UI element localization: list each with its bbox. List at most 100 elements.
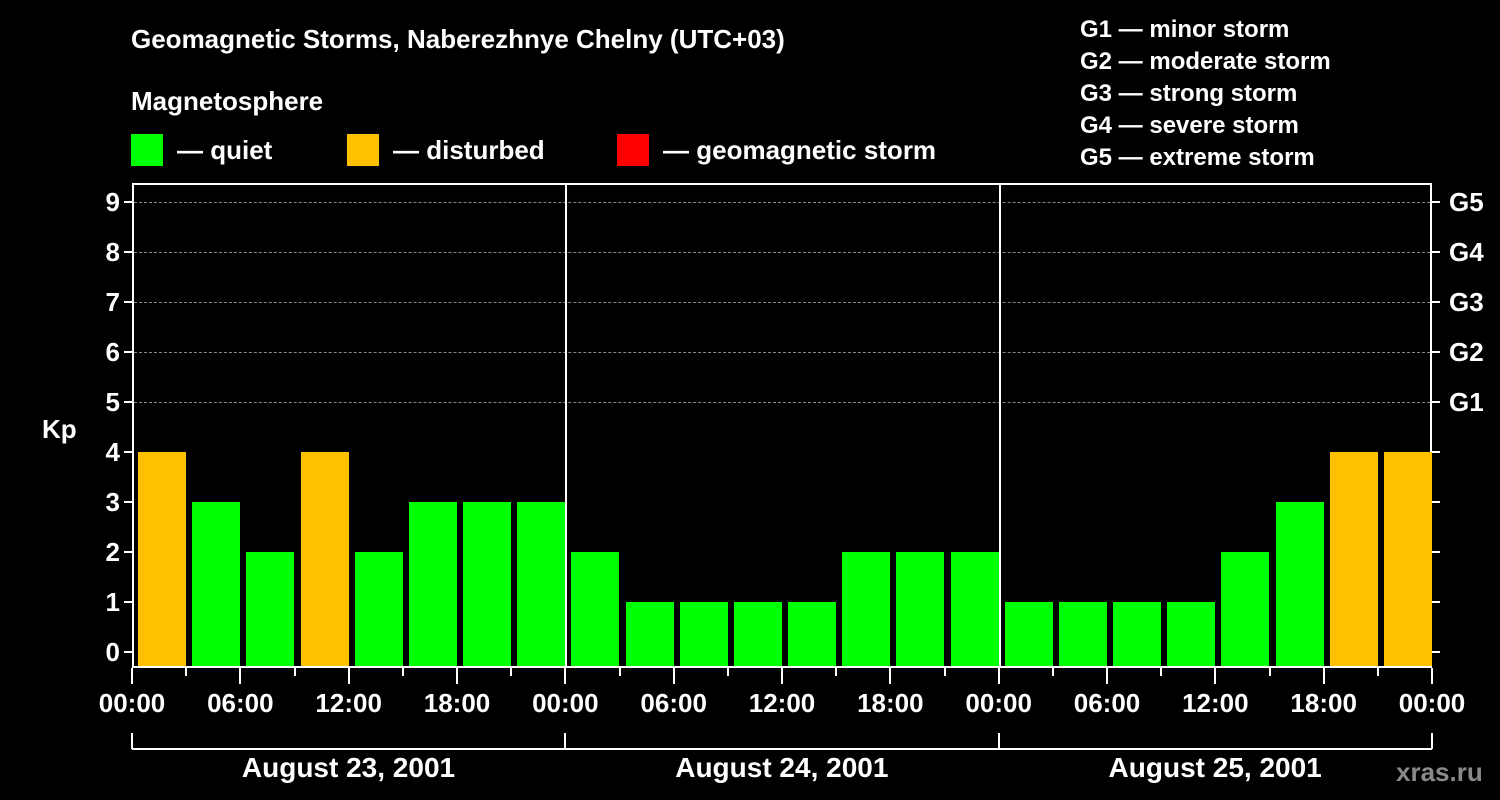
x-tick-label: 06:00 — [1073, 688, 1141, 718]
kp-bar — [1113, 602, 1162, 666]
x-tick-label: 12:00 — [1182, 688, 1249, 718]
day-bracket-tick — [564, 733, 567, 749]
legend-disturbed: — disturbed — [347, 134, 545, 166]
g-level-label: G4 — [1449, 237, 1484, 267]
y-tick-label: 5 — [105, 387, 120, 417]
legend-label-disturbed: — disturbed — [393, 134, 545, 165]
kp-bar — [463, 502, 512, 666]
g-level-label: G5 — [1449, 187, 1484, 217]
day-bracket-tick — [997, 733, 1000, 749]
x-major-tick — [1322, 668, 1325, 684]
day-label: August 25, 2001 — [1108, 752, 1322, 783]
x-minor-tick — [1160, 668, 1163, 676]
kp-bar — [679, 602, 728, 666]
y2-tick — [1432, 551, 1440, 553]
y2-tick — [1432, 301, 1440, 303]
kp-bar — [950, 552, 999, 666]
y-tick — [124, 551, 132, 553]
y-tick-label: 2 — [105, 537, 120, 567]
chart-subtitle: Magnetosphere — [131, 86, 324, 116]
x-tick-label: 00:00 — [1398, 688, 1466, 718]
grid-line — [134, 402, 1430, 403]
kp-bar — [1275, 502, 1324, 666]
kp-bar — [842, 552, 891, 666]
x-minor-tick — [618, 668, 621, 676]
kp-bar — [1004, 602, 1053, 666]
legend-quiet: — quiet — [131, 134, 272, 166]
x-minor-tick — [1376, 668, 1379, 676]
x-minor-tick — [1268, 668, 1271, 676]
kp-bar — [138, 452, 187, 666]
x-major-tick — [1431, 668, 1433, 684]
y2-tick — [1432, 201, 1440, 203]
x-minor-tick — [510, 668, 513, 676]
kp-bar — [246, 552, 295, 666]
y-tick — [124, 451, 132, 453]
y-tick — [124, 601, 132, 603]
x-minor-tick — [726, 668, 729, 676]
day-label: August 23, 2001 — [241, 752, 456, 783]
x-minor-tick — [1051, 668, 1054, 676]
day-bracket-tick — [131, 733, 133, 749]
legend-label-storm: — geomagnetic storm — [663, 134, 937, 165]
legend-swatch-storm — [617, 134, 649, 166]
y-tick-label: 1 — [105, 587, 120, 617]
kp-bar — [733, 602, 782, 666]
x-tick-label: 06:00 — [640, 688, 707, 718]
x-tick-label: 18:00 — [423, 688, 491, 718]
y-tick — [124, 401, 132, 403]
y2-tick — [1432, 501, 1440, 503]
x-major-tick — [1106, 668, 1108, 684]
x-major-tick — [347, 668, 350, 684]
y-tick — [124, 201, 132, 203]
grid-line — [134, 302, 1430, 303]
kp-bar — [517, 502, 566, 666]
day-bracket-tick — [1431, 733, 1433, 749]
x-minor-tick — [943, 668, 946, 676]
x-major-tick — [456, 668, 458, 684]
kp-bar — [625, 602, 674, 666]
y-tick — [124, 301, 132, 303]
g-legend-item: G2 — moderate storm — [1080, 48, 1331, 75]
x-major-tick — [997, 668, 1000, 684]
y2-tick — [1432, 651, 1440, 653]
y-tick-label: 6 — [105, 337, 120, 367]
kp-bar — [896, 552, 945, 666]
kp-bar — [1167, 602, 1216, 666]
x-major-tick — [131, 668, 133, 684]
y2-tick — [1432, 401, 1440, 403]
kp-bar — [1058, 602, 1107, 666]
x-major-tick — [564, 668, 567, 684]
y-tick-label: 4 — [105, 437, 120, 467]
legend-swatch-disturbed — [347, 134, 379, 166]
x-tick-label: 06:00 — [207, 688, 274, 718]
x-tick-label: 00:00 — [98, 688, 166, 718]
x-tick-label: 00:00 — [532, 688, 599, 718]
credit-watermark: xras.ru — [1396, 757, 1483, 787]
x-major-tick — [781, 668, 783, 684]
kp-bar — [571, 552, 620, 666]
kp-bar — [354, 552, 403, 666]
legend-storm: — geomagnetic storm — [617, 134, 936, 166]
g-scale-legend: G1 — minor storm G2 — moderate storm G3 … — [1080, 14, 1331, 174]
y-tick — [124, 651, 132, 653]
x-minor-tick — [835, 668, 838, 676]
g-level-label: G3 — [1449, 287, 1484, 317]
kp-bar — [1329, 452, 1378, 666]
x-tick-label: 18:00 — [1290, 688, 1357, 718]
y-tick — [124, 351, 132, 353]
y-tick-label: 8 — [105, 237, 120, 267]
kp-bar — [788, 602, 837, 666]
day-separator — [998, 185, 1001, 666]
x-tick-label: 18:00 — [857, 688, 924, 718]
kp-bar — [1221, 552, 1270, 666]
g-level-label: G2 — [1449, 337, 1484, 367]
y-tick-label: 9 — [105, 187, 120, 217]
kp-bar — [300, 452, 349, 666]
x-major-tick — [672, 668, 675, 684]
g-legend-item: G1 — minor storm — [1080, 16, 1290, 43]
day-label: August 24, 2001 — [675, 752, 889, 783]
y2-tick — [1432, 451, 1440, 453]
grid-line — [134, 252, 1430, 253]
g-legend-item: G5 — extreme storm — [1080, 144, 1315, 171]
